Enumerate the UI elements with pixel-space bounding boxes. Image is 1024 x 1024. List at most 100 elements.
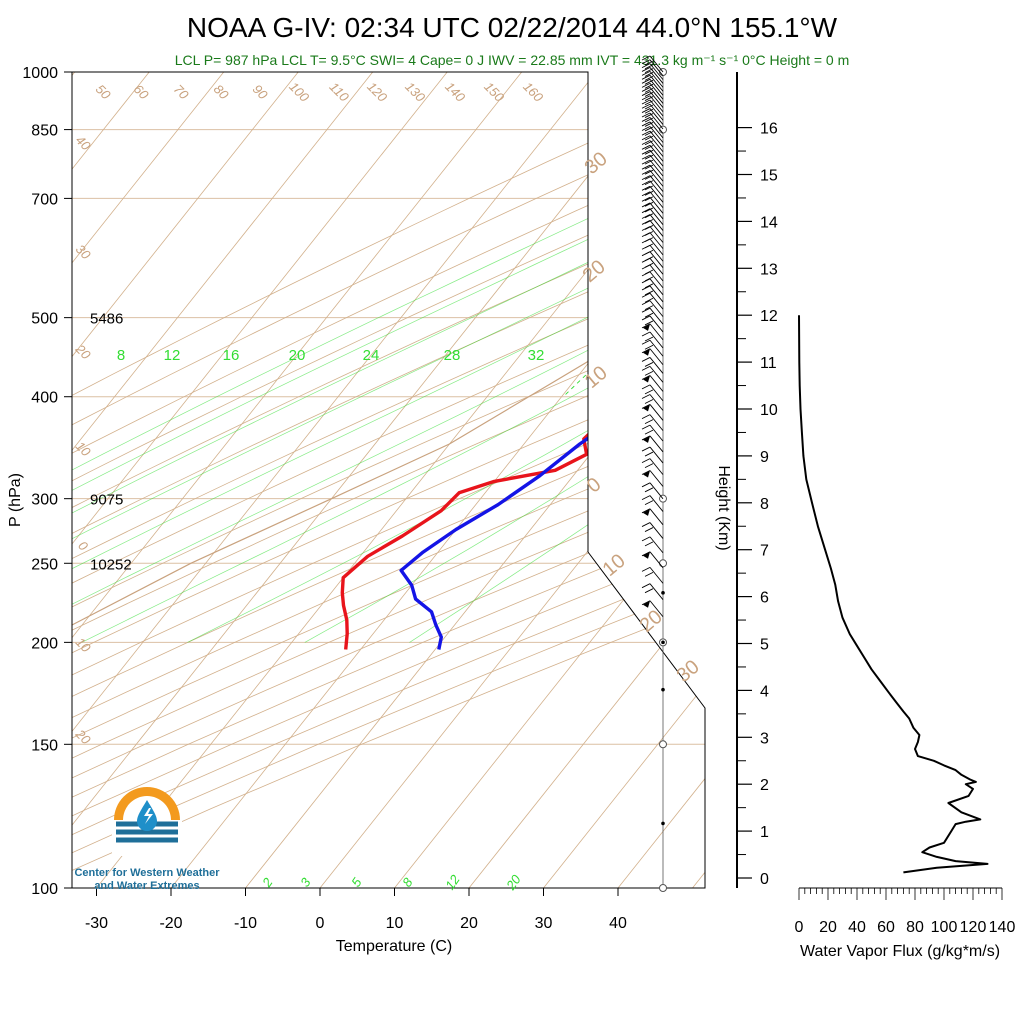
x-tick-label: 40 xyxy=(609,915,627,932)
wind-barb xyxy=(641,365,664,383)
flux-x-tick-label: 40 xyxy=(848,919,866,936)
isotherm-line xyxy=(72,72,611,888)
wind-barb xyxy=(641,70,664,88)
moist-adiabat-line xyxy=(304,72,705,643)
wind-level-marker xyxy=(659,884,667,892)
wind-calm-dot xyxy=(661,640,665,645)
wind-barb xyxy=(641,482,664,500)
moist-adiabat-line xyxy=(72,72,705,643)
moist-adiabat-line xyxy=(72,72,705,643)
height-tick-label: 8 xyxy=(760,496,769,513)
mixing-ratio-label: 3 xyxy=(297,874,314,889)
y-tick-label: 400 xyxy=(31,390,58,407)
y-tick-label: 150 xyxy=(31,737,58,754)
wind-barb xyxy=(641,135,664,153)
chart-subtitle: LCL P= 987 hPa LCL T= 9.5°C SWI= 4 Cape=… xyxy=(175,52,850,68)
water-vapor-flux-line xyxy=(798,315,989,874)
wind-level-marker xyxy=(659,740,667,749)
geopotential-height-label: 9075 xyxy=(90,492,123,509)
dry-adiabat-line xyxy=(72,72,705,888)
y-tick-label: 850 xyxy=(31,123,58,140)
mixing-ratio-label: 32 xyxy=(528,347,545,364)
wind-barb xyxy=(641,315,664,333)
x-tick-label: 20 xyxy=(460,915,478,932)
y-tick-label: 700 xyxy=(31,191,58,208)
isotherm-line xyxy=(170,72,705,888)
wind-barb xyxy=(641,99,664,117)
dry-adiabat-label: 160 xyxy=(520,79,546,105)
height-tick-label: 4 xyxy=(760,683,769,700)
dry-adiabat-line xyxy=(72,72,705,888)
dry-adiabat-line xyxy=(72,72,705,888)
dry-adiabat-line xyxy=(72,72,705,888)
wind-barb xyxy=(641,196,664,214)
wind-barb xyxy=(641,566,664,584)
wind-barb xyxy=(641,78,664,96)
height-tick-label: 11 xyxy=(760,355,777,372)
mixing-ratio-line xyxy=(787,72,1024,397)
mixing-ratio-label: 12 xyxy=(442,871,463,892)
wind-barb xyxy=(641,323,664,341)
isotherm-line xyxy=(617,72,705,888)
wind-level-marker xyxy=(659,125,667,134)
wind-barb xyxy=(641,435,664,453)
x-tick-label: 10 xyxy=(386,915,404,932)
dry-adiabat-label: 20 xyxy=(72,341,94,363)
dry-adiabat-label: 120 xyxy=(364,79,390,105)
logo-line-1: Center for Western Weather xyxy=(74,867,220,879)
wind-barb xyxy=(641,414,664,431)
wind-barb xyxy=(641,154,664,172)
wind-barb xyxy=(641,108,664,125)
wind-barb xyxy=(641,536,664,554)
wind-barb xyxy=(641,169,664,187)
isotherm-line xyxy=(72,72,462,888)
mixing-ratio-label: 12 xyxy=(164,347,181,364)
flux-x-tick-label: 80 xyxy=(906,919,924,936)
y-tick-label: 500 xyxy=(31,311,58,328)
moist-adiabat-label: 20 xyxy=(636,606,667,637)
wind-barb xyxy=(641,82,664,100)
wind-calm-dot xyxy=(661,687,665,692)
wind-barb xyxy=(641,191,664,209)
dry-adiabat-label: 140 xyxy=(442,79,468,105)
dewpoint-profile-line xyxy=(399,72,705,650)
wind-barb xyxy=(641,87,664,104)
mixing-ratio-label: 16 xyxy=(223,347,240,364)
moist-adiabat-line xyxy=(72,72,705,643)
dry-adiabat-label: 130 xyxy=(402,79,428,105)
isotherm-line xyxy=(0,55,14,888)
dry-adiabat-line xyxy=(72,72,705,888)
dry-adiabat-label: 110 xyxy=(327,79,353,105)
x-tick-label: -30 xyxy=(85,915,108,932)
dry-adiabat-label: 100 xyxy=(286,79,312,105)
dry-adiabat-label: 10 xyxy=(73,438,94,459)
moist-adiabat-label: 0 xyxy=(583,473,606,497)
wind-barb xyxy=(641,583,664,600)
height-tick-label: 3 xyxy=(760,730,769,747)
wind-barb xyxy=(641,159,664,177)
wind-barb xyxy=(641,384,664,402)
mixing-ratio-label: 24 xyxy=(363,347,380,364)
logo-line-2: and Water Extremes xyxy=(94,880,199,892)
height-labels: 10252 9075 5486 xyxy=(90,311,132,574)
wind-barb xyxy=(641,404,664,421)
wind-barb xyxy=(641,74,664,92)
mixing-ratio-line xyxy=(562,72,705,398)
height-tick-label: 0 xyxy=(760,871,769,888)
dry-adiabat-line xyxy=(72,72,705,888)
dry-adiabat-line xyxy=(72,72,705,888)
wind-calm-dot xyxy=(661,821,665,826)
skewt-background-grid xyxy=(0,55,1024,888)
dry-adiabat-line xyxy=(72,72,705,888)
wind-profile xyxy=(641,55,667,892)
wind-barb xyxy=(641,140,664,157)
height-tick-label: 7 xyxy=(760,543,769,560)
dry-adiabat-line xyxy=(72,72,705,888)
height-tick-label: 10 xyxy=(760,402,778,419)
wind-barb xyxy=(641,67,664,84)
wind-barb xyxy=(641,220,664,237)
skewt-profiles xyxy=(72,72,705,888)
moist-adiabat-label: 20 xyxy=(579,256,610,287)
wind-barb xyxy=(641,130,664,148)
